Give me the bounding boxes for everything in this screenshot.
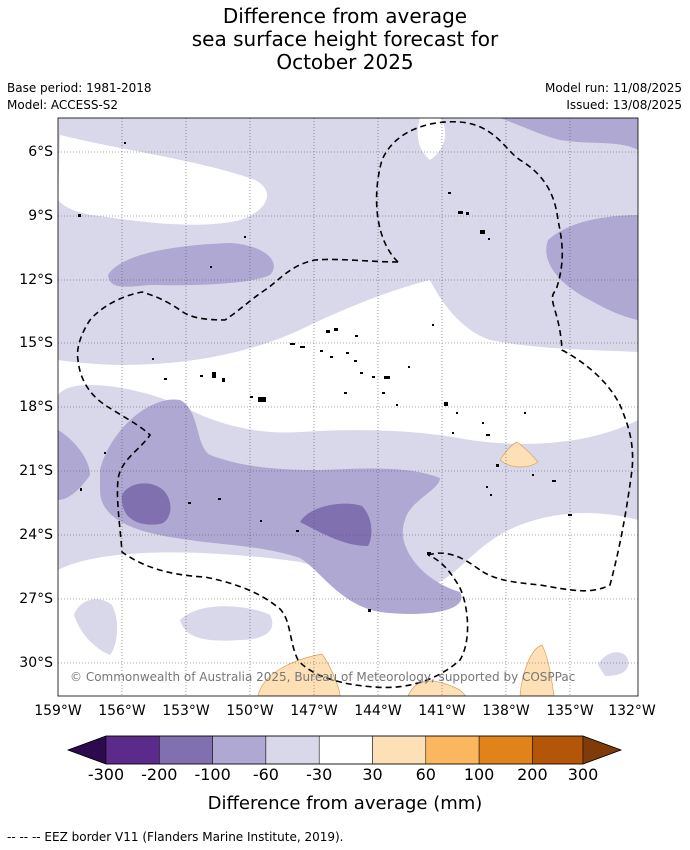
colorbar-segment-4 [265,735,320,765]
band-plus-30-60-south-c [519,644,555,696]
lon-tick-138w: 138°W [482,703,530,719]
eez-borders [76,120,634,689]
residual-minus-30-southeast [598,652,629,676]
title-line-3: October 2025 [276,50,414,74]
colorbar-label-3: -100 [194,765,231,784]
lat-tick-27s: 27°S [19,591,53,607]
colorbar-segment-8 [478,735,533,765]
eez-legend: -- -- -- EEZ border V11 (Flanders Marine… [7,830,344,844]
lon-tick-153w: 153°W [162,703,210,719]
lon-tick-132w: 132°W [608,703,656,719]
lon-tick-141w: 141°W [418,703,466,719]
colorbar-label-7: 60 [415,765,436,784]
colorbar-segment-9 [532,735,584,765]
gridlines [58,118,638,696]
near-average-north [58,135,267,225]
colorbar-label-4: -60 [252,765,279,784]
lon-tick-159w: 159°W [34,703,82,719]
band-plus-30-60-south-a [257,653,341,696]
band-minus-60-100-southwest-edge [58,430,90,500]
band-minus-100-200-central [300,503,372,546]
lon-tick-150w: 150°W [226,703,274,719]
lon-tick-147w: 147°W [290,703,338,719]
colorbar-label-1: -300 [87,765,125,784]
colorbar-label-9: 200 [517,765,548,784]
colorbar-segment-3 [212,735,267,765]
band-minus-60-100-northwest [108,243,274,287]
band-plus-30-60-south-b [407,680,467,696]
colorbar-label-6: 30 [362,765,383,784]
lat-tick-6s: 6°S [28,144,53,160]
title-line-1: Difference from average [222,4,468,28]
colorbar-segments [67,735,622,765]
colorbar-label-2: -200 [141,765,178,784]
colorbar-label-10: 300 [567,765,599,784]
issued-date: Issued: 13/08/2025 [566,98,682,112]
colorbar-title: Difference from average (mm) [207,793,483,814]
band-minus-100-200-west [121,483,171,525]
model-name: Model: ACCESS-S2 [7,98,119,112]
base-period: Base period: 1981-2018 [7,81,152,95]
near-average-south [58,513,638,696]
colorbar-extend-high [582,735,622,765]
colorbar-segment-5 [318,735,373,765]
residual-minus-30-southwest [74,599,118,655]
colorbar-segment-1 [105,735,160,765]
copyright-notice: © Commonwealth of Australia 2025, Bureau… [70,670,575,684]
lat-tick-15s: 15°S [19,335,53,351]
residual-minus-30-south [180,606,273,641]
colorbar-extend-low [67,735,107,765]
colorbar-segment-6 [372,735,427,765]
lat-tick-18s: 18°S [19,399,53,415]
colorbar-segment-7 [425,735,480,765]
lat-tick-30s: 30°S [19,655,53,671]
lon-tick-144w: 144°W [354,703,402,719]
colorbar-outline [66,735,623,765]
colorbar-segment-2 [159,735,213,765]
model-run-date: Model run: 11/08/2025 [544,81,682,95]
band-minus-60-100-north [320,118,638,150]
near-average-central [58,280,638,444]
title-line-2: sea surface height forecast for [191,27,499,51]
lat-tick-21s: 21°S [19,463,53,479]
anomaly-field [58,118,638,696]
islands [78,142,572,612]
lat-tick-9s: 9°S [28,208,53,224]
colorbar-label-5: -30 [306,765,333,784]
near-average-northeast [417,118,446,160]
lon-tick-135w: 135°W [546,703,594,719]
map-frame [57,117,639,697]
lat-tick-24s: 24°S [19,527,53,543]
lon-tick-156w: 156°W [98,703,146,719]
lat-tick-12s: 12°S [19,272,53,288]
band-plus-30-60-east [499,441,539,468]
colorbar-label-8: 100 [463,765,495,784]
band-minus-60-100-south [100,399,462,614]
band-minus-60-100-east [546,215,638,320]
